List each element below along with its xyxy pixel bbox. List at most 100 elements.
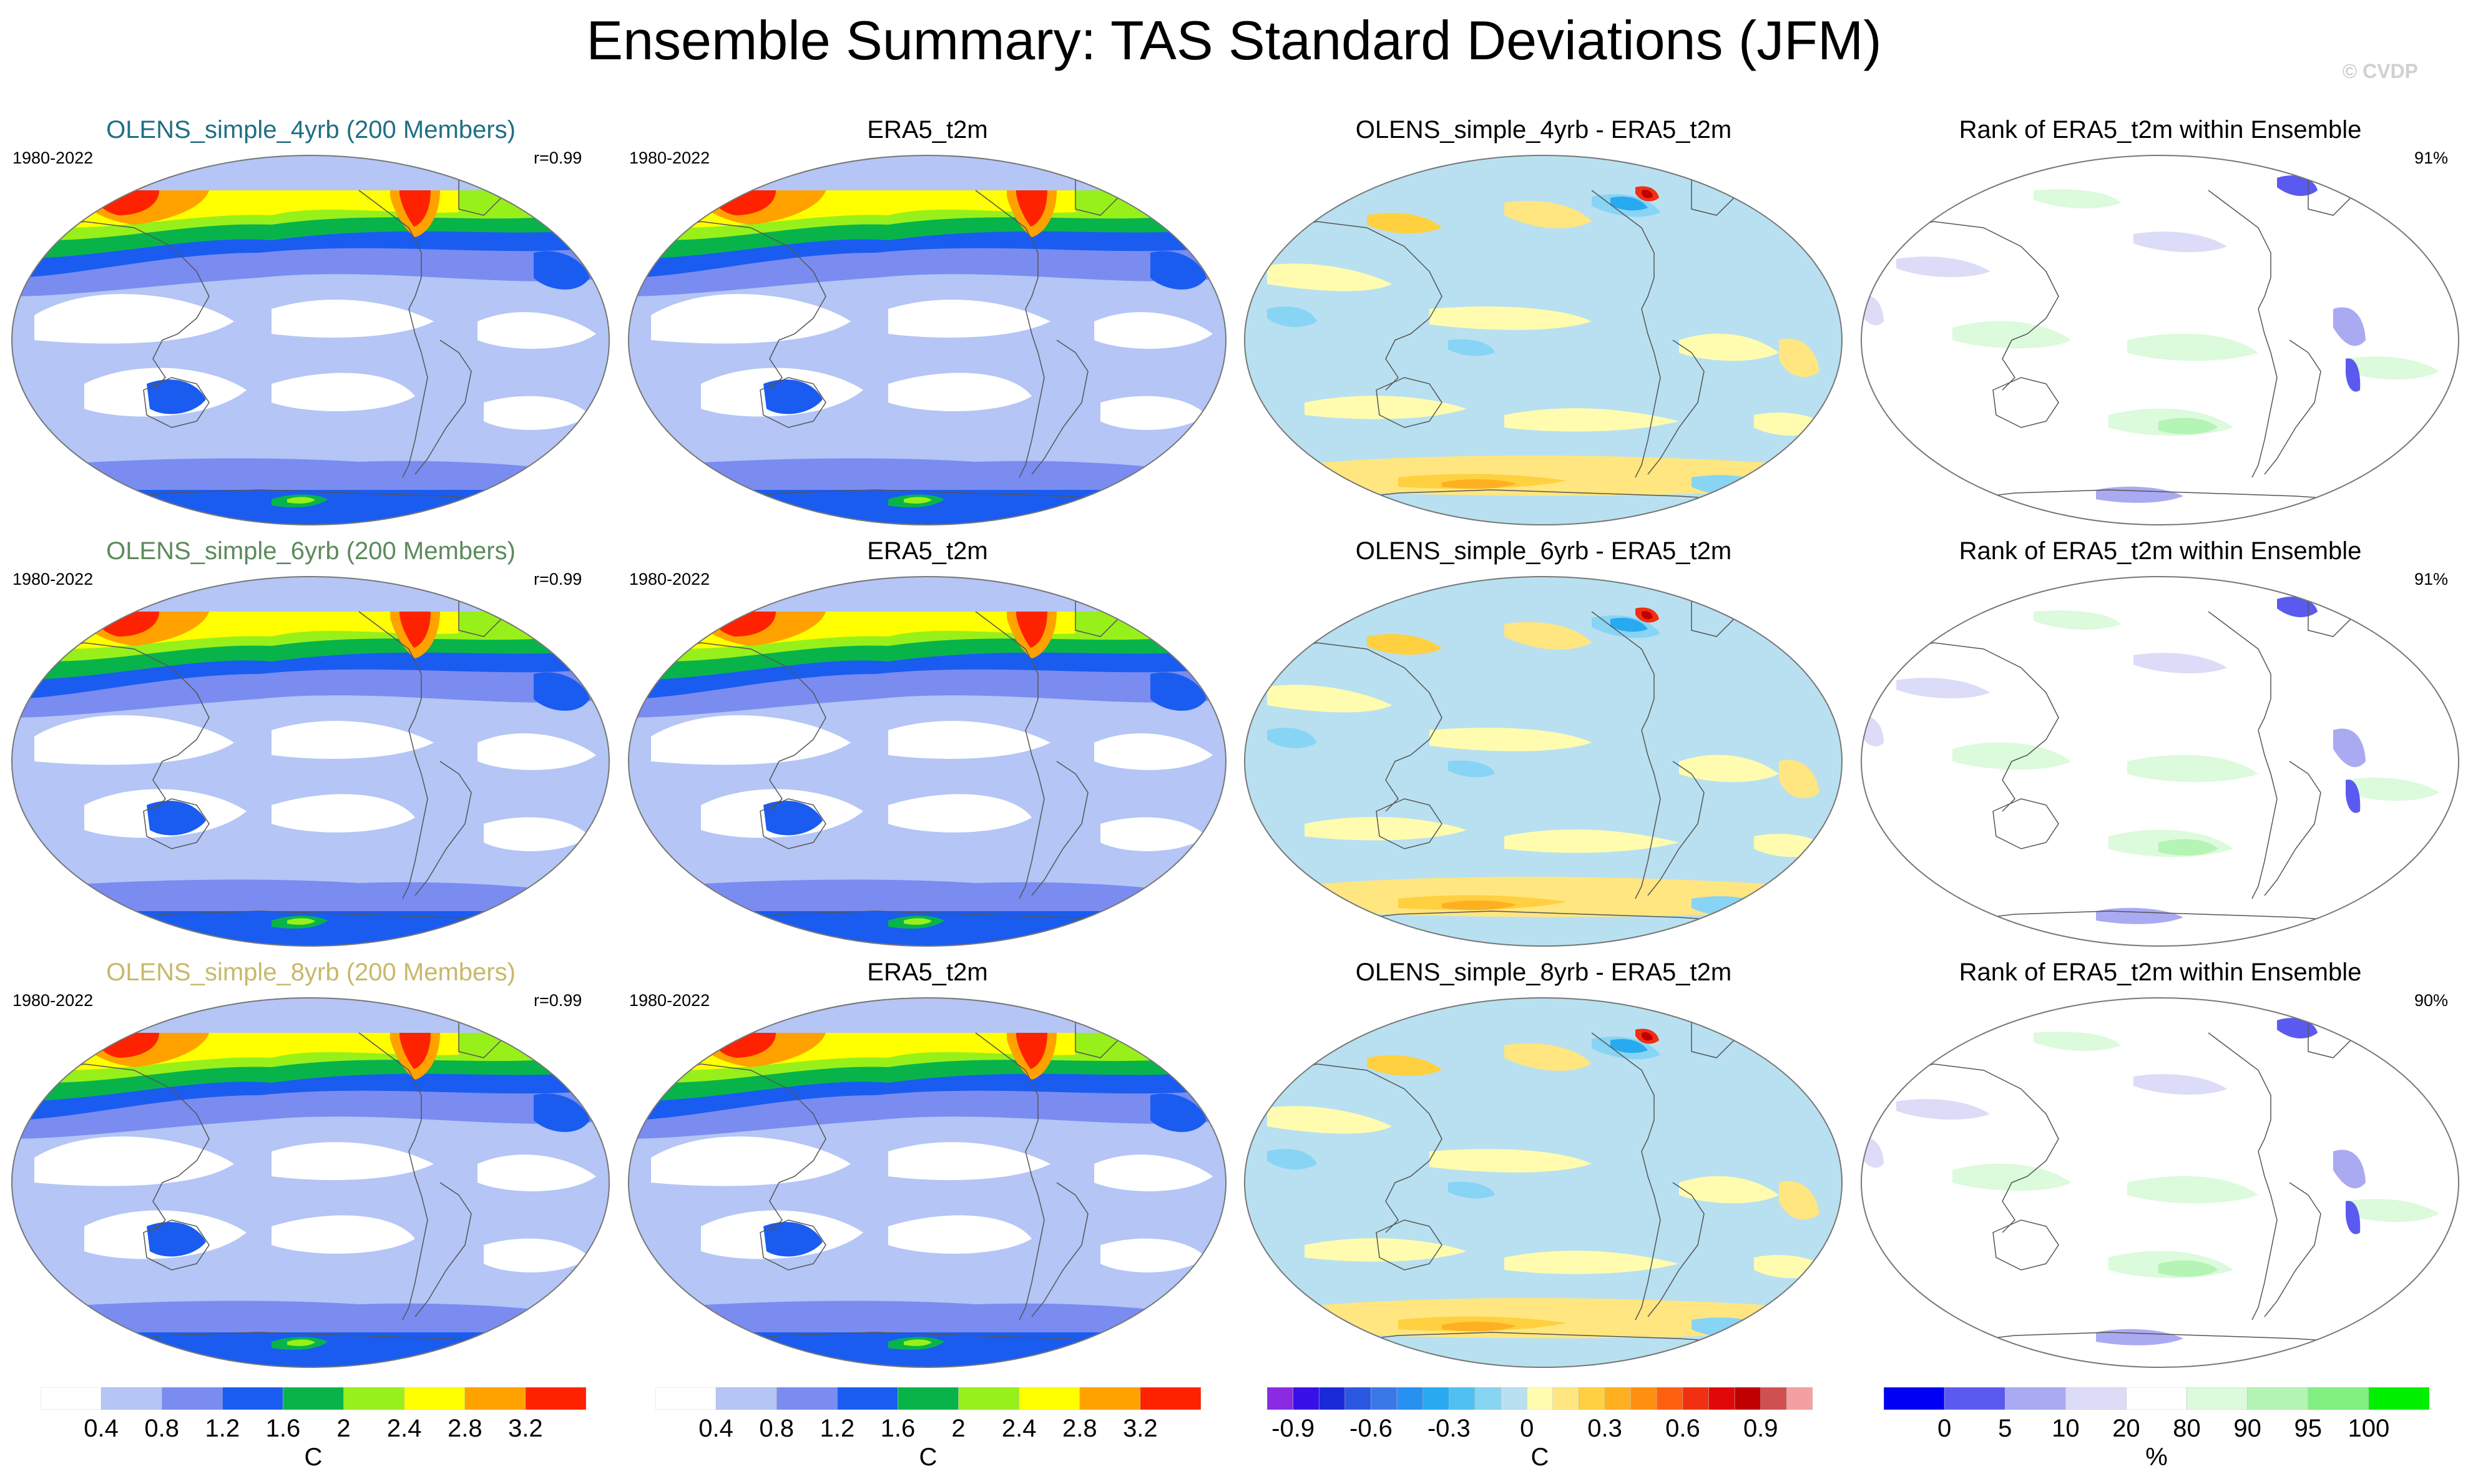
contour-region bbox=[1679, 333, 1779, 361]
colorbar-box bbox=[1344, 1387, 1371, 1410]
colorbar-tick-label: 2.8 bbox=[447, 1415, 482, 1442]
pattern-correlation: r=0.99 bbox=[534, 991, 582, 1010]
coastline bbox=[700, 489, 1157, 503]
contour-region bbox=[1100, 1238, 1207, 1272]
coastlines bbox=[34, 1013, 541, 1345]
colorbar-box bbox=[525, 1387, 586, 1410]
obs-panel-title: ERA5_t2m bbox=[867, 537, 988, 565]
colorbar-tick-label: 100 bbox=[2348, 1415, 2390, 1442]
coastline bbox=[414, 1182, 472, 1317]
rank-map-row-2 bbox=[1861, 576, 2459, 947]
map-border bbox=[1861, 576, 2459, 947]
contour-region bbox=[287, 1339, 315, 1346]
contour-region bbox=[1245, 998, 1842, 1367]
coastline bbox=[760, 377, 826, 428]
contour-region bbox=[1642, 1032, 1653, 1041]
colorbar-box bbox=[2368, 1387, 2429, 1410]
contour-region bbox=[534, 251, 590, 290]
contour-region bbox=[534, 672, 590, 711]
ensemble-years-label: 1980-2022 bbox=[12, 149, 94, 167]
coastline bbox=[84, 1332, 541, 1345]
contour-region bbox=[651, 715, 851, 765]
contour-region bbox=[763, 379, 823, 414]
coastline bbox=[358, 1032, 422, 1152]
contour-region bbox=[2127, 754, 2258, 783]
map-border bbox=[628, 155, 1227, 525]
contour-region bbox=[1429, 728, 1592, 751]
coastline bbox=[1316, 489, 1773, 503]
colorbar-tick-label: 2 bbox=[336, 1415, 351, 1442]
contour-region bbox=[399, 1033, 431, 1069]
obs-map-row-1 bbox=[628, 155, 1227, 525]
pattern-correlation: r=0.99 bbox=[534, 149, 582, 167]
colorbar-tick-label: 2 bbox=[951, 1415, 966, 1442]
rank-percent: 91% bbox=[2414, 149, 2449, 167]
contour-region bbox=[1305, 1238, 1467, 1262]
coastline bbox=[1933, 1332, 2390, 1345]
colorbar-box bbox=[837, 1387, 898, 1410]
colorbar-units: C bbox=[304, 1443, 323, 1471]
contour-region bbox=[904, 1339, 932, 1346]
contour-region bbox=[888, 1142, 1050, 1180]
contour-region bbox=[1094, 1154, 1213, 1191]
coastline bbox=[1266, 642, 1442, 812]
diff-map-row-2 bbox=[1244, 576, 1843, 947]
contour-region bbox=[12, 458, 609, 490]
coastline bbox=[1031, 761, 1089, 896]
coastlines bbox=[1266, 592, 1773, 924]
coastline bbox=[1316, 1332, 1773, 1345]
coastline bbox=[1647, 1182, 1705, 1317]
coastline bbox=[143, 1219, 210, 1271]
colorbar-box bbox=[1734, 1387, 1761, 1410]
coastline bbox=[1376, 377, 1442, 428]
contour-region bbox=[1952, 742, 2071, 770]
colorbar-tick-label: 0.3 bbox=[1587, 1415, 1622, 1442]
contour-region bbox=[1504, 408, 1679, 432]
colorbar-box bbox=[1423, 1387, 1449, 1410]
contour-region bbox=[1448, 1181, 1495, 1199]
contour-region bbox=[629, 879, 1226, 911]
coastline bbox=[2251, 1151, 2278, 1320]
field-contours bbox=[1861, 577, 2459, 946]
contour-region bbox=[1305, 817, 1467, 841]
contour-region bbox=[2127, 1176, 2258, 1204]
colorbar-box bbox=[1396, 1387, 1423, 1410]
contour-region bbox=[1305, 396, 1467, 419]
colorbar-box bbox=[1682, 1387, 1709, 1410]
map-border bbox=[628, 997, 1227, 1368]
map-border bbox=[1244, 576, 1843, 947]
figure-title: Ensemble Summary: TAS Standard Deviation… bbox=[586, 9, 1882, 71]
coastline bbox=[1883, 1063, 2059, 1233]
colorbar-box bbox=[1293, 1387, 1320, 1410]
colorbar-box bbox=[1552, 1387, 1579, 1410]
contour-region bbox=[629, 458, 1226, 490]
contour-region bbox=[1952, 321, 2071, 349]
coastline bbox=[143, 377, 210, 428]
colorbar-tick-label: 1.2 bbox=[205, 1415, 240, 1442]
coastline bbox=[760, 798, 826, 849]
colorbar-box bbox=[1267, 1387, 1293, 1410]
contour-region bbox=[1100, 396, 1207, 430]
colorbar-tick-label: 0.9 bbox=[1743, 1415, 1778, 1442]
coastline bbox=[700, 910, 1157, 924]
diff-map-row-3 bbox=[1244, 997, 1843, 1368]
colorbar-box bbox=[343, 1387, 404, 1410]
contour-region bbox=[1267, 306, 1317, 328]
contour-region bbox=[477, 312, 596, 349]
map-border bbox=[1861, 155, 2459, 525]
contour-region bbox=[2133, 653, 2227, 674]
colorbar-box bbox=[464, 1387, 526, 1410]
map-border bbox=[1861, 997, 2459, 1368]
coastlines bbox=[650, 592, 1157, 924]
contour-region bbox=[1896, 1099, 1990, 1120]
coastline bbox=[2251, 308, 2278, 478]
colorbar-box bbox=[2065, 1387, 2127, 1410]
field-contours bbox=[1861, 155, 2459, 525]
coastline bbox=[358, 611, 422, 731]
ensemble-panel-title: OLENS_simple_6yrb (200 Members) bbox=[106, 537, 516, 565]
coastline bbox=[1635, 730, 1661, 899]
colorbar-box bbox=[2186, 1387, 2248, 1410]
coastline bbox=[2208, 1032, 2271, 1152]
contour-region bbox=[1896, 256, 1990, 278]
coastlines bbox=[1266, 171, 1773, 503]
